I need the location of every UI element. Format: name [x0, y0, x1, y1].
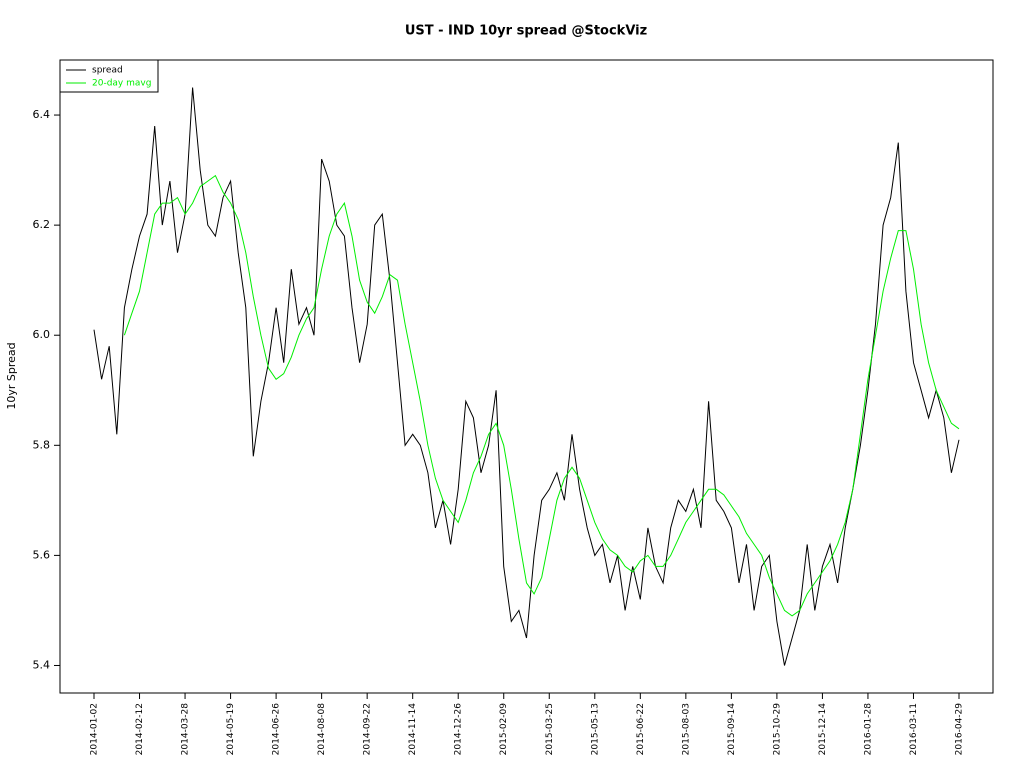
x-tick-label: 2014-09-22	[363, 703, 373, 755]
series-line	[123, 174, 960, 617]
x-tick-label: 2015-10-29	[772, 703, 782, 756]
x-tick-label: 2015-02-09	[499, 703, 509, 756]
x-tick-label: 2014-02-12	[135, 703, 145, 755]
y-tick-label: 6.2	[33, 218, 51, 231]
y-tick-label: 6.0	[33, 328, 51, 341]
x-tick-label: 2015-08-03	[681, 703, 691, 755]
x-tick-label: 2016-01-28	[863, 703, 873, 756]
legend-box	[59, 59, 159, 93]
chart-title: UST - IND 10yr spread @StockViz	[405, 24, 647, 39]
x-tick-label: 2014-01-02	[90, 703, 100, 755]
x-tick-label: 2015-12-14	[818, 703, 828, 756]
x-tick-label: 2015-05-13	[590, 703, 600, 755]
x-tick-label: 2016-03-11	[909, 703, 919, 755]
x-tick-label: 2014-05-19	[226, 703, 236, 756]
y-tick-label: 6.4	[33, 108, 51, 121]
legend-label: 20-day mavg	[92, 79, 151, 89]
y-tick-label: 5.8	[33, 438, 51, 451]
y-tick-label: 5.6	[33, 548, 51, 561]
x-tick-label: 2015-03-25	[545, 703, 555, 755]
x-tick-label: 2014-06-26	[272, 703, 282, 756]
x-tick-label: 2015-06-22	[636, 703, 646, 755]
plot-frame	[59, 59, 994, 694]
legend-label: spread	[92, 66, 123, 76]
x-tick-label: 2014-08-08	[317, 703, 327, 756]
x-tick-label: 2014-11-14	[408, 703, 418, 756]
x-tick-label: 2016-04-29	[955, 703, 965, 756]
x-tick-label: 2014-12-26	[454, 703, 464, 756]
y-tick-label: 5.4	[33, 658, 51, 671]
series-line	[93, 87, 960, 666]
x-tick-label: 2014-03-28	[181, 703, 191, 756]
x-tick-label: 2015-09-14	[727, 703, 737, 756]
y-axis-label: 10yr Spread	[5, 342, 18, 409]
